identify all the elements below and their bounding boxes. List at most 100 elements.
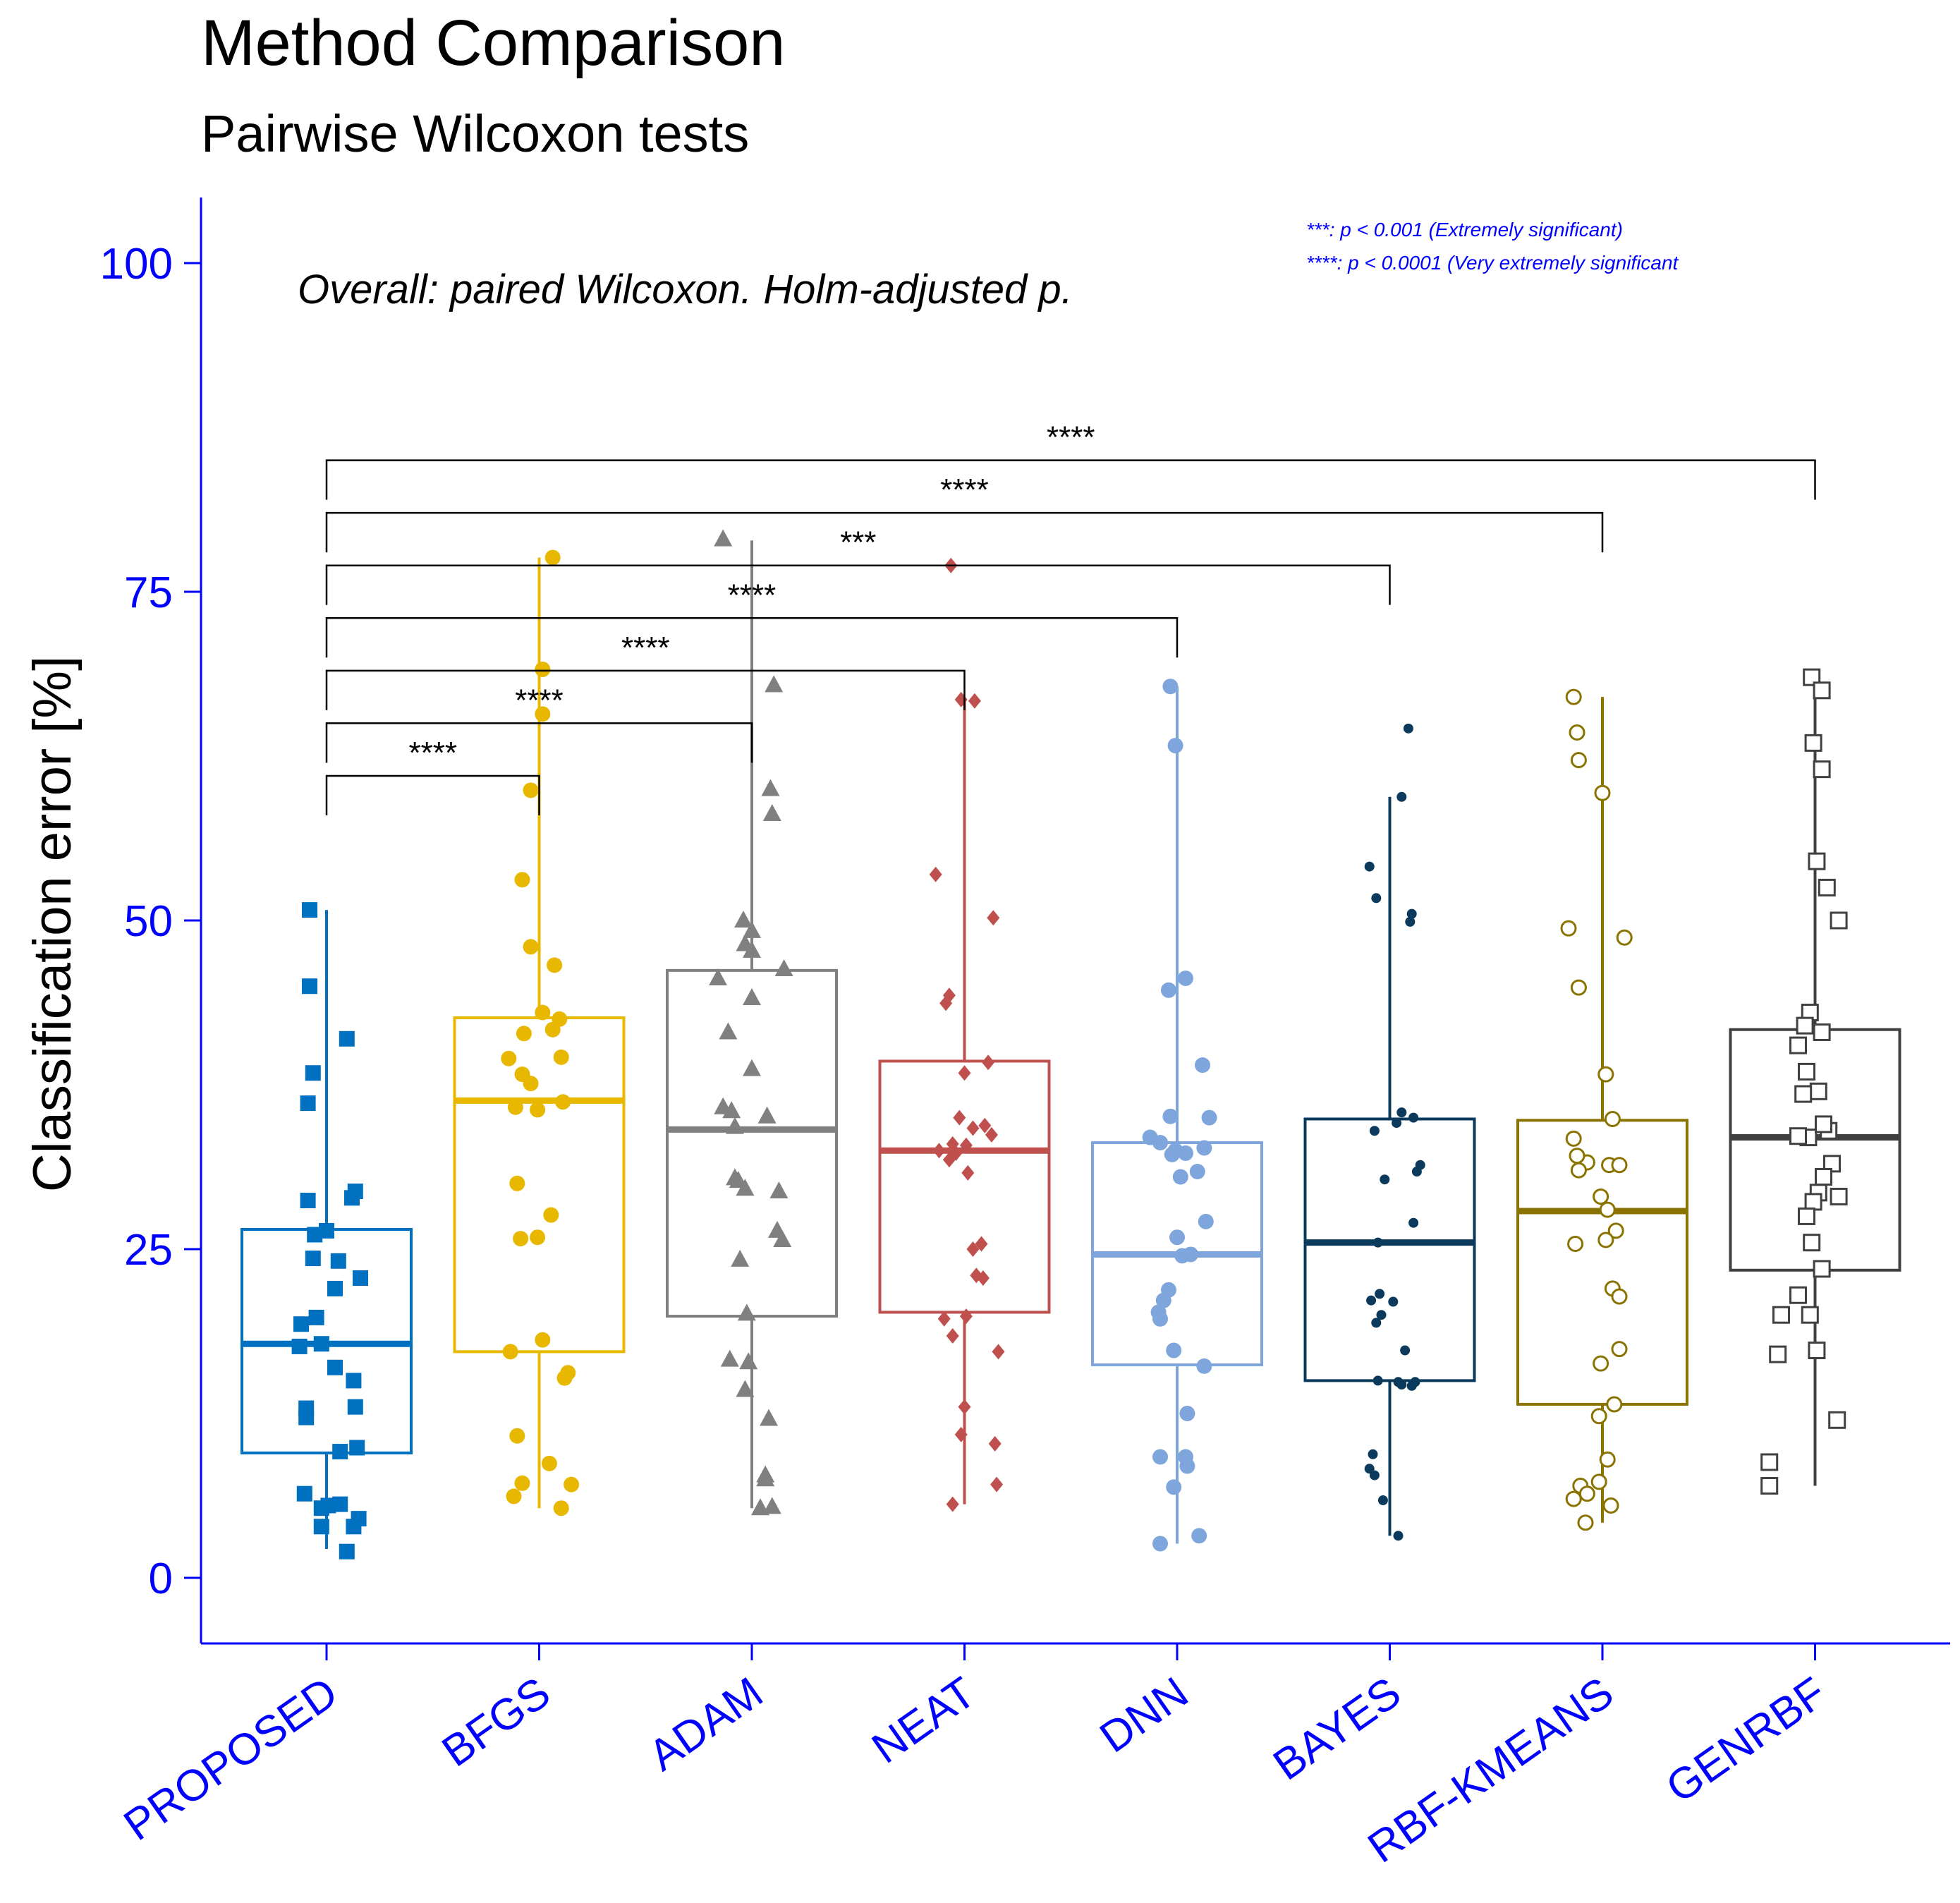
x-tick-label: NEAT: [863, 1668, 984, 1773]
data-point: [1376, 1310, 1387, 1320]
data-point: [1196, 1140, 1212, 1156]
data-point: [1611, 1288, 1628, 1305]
y-tick-label: 25: [124, 1226, 173, 1275]
data-point: [1178, 971, 1193, 987]
data-point: [1201, 1109, 1217, 1126]
data-point: [1611, 1341, 1628, 1358]
data-point: [530, 1229, 546, 1246]
data-point: [958, 1399, 971, 1415]
data-point: [319, 1222, 334, 1239]
data-point: [1408, 1112, 1419, 1123]
data-point: [523, 782, 539, 798]
data-point: [291, 1338, 308, 1354]
data-point: [1808, 1342, 1826, 1360]
data-point: [1152, 1135, 1168, 1151]
data-point: [1369, 1126, 1380, 1136]
data-point: [743, 940, 761, 958]
y-tick-label: 0: [149, 1555, 173, 1603]
data-point: [523, 939, 539, 955]
data-point: [1594, 784, 1611, 801]
data-point: [544, 549, 561, 566]
data-point: [353, 1270, 368, 1287]
data-point: [942, 1152, 956, 1168]
box-iqr: [878, 1059, 1051, 1314]
data-point: [535, 1004, 551, 1021]
box-iqr: [666, 968, 838, 1318]
data-point: [1599, 1201, 1616, 1218]
data-point: [507, 1099, 523, 1115]
data-point: [762, 1497, 781, 1514]
data-point: [1371, 1318, 1382, 1328]
data-point: [990, 1476, 1004, 1492]
data-point: [737, 1303, 756, 1321]
data-point: [1599, 1451, 1616, 1468]
data-point: [327, 1359, 343, 1375]
data-point: [1560, 920, 1577, 937]
data-point: [1803, 668, 1821, 686]
data-point: [726, 1117, 744, 1134]
data-point: [985, 1126, 998, 1143]
data-point: [756, 1469, 775, 1487]
data-point: [939, 995, 953, 1011]
data-point: [1565, 1130, 1582, 1147]
data-point: [1164, 1146, 1180, 1162]
data-point: [347, 1399, 363, 1415]
data-point: [1813, 681, 1831, 700]
data-point: [305, 1251, 321, 1267]
data-point: [1578, 1485, 1595, 1502]
data-point: [743, 987, 761, 1005]
data-point: [339, 1543, 355, 1560]
data-point: [966, 1241, 980, 1257]
data-point: [1813, 1023, 1831, 1041]
data-point: [332, 1496, 348, 1512]
data-point: [1375, 1289, 1385, 1299]
data-point: [296, 1485, 312, 1502]
data-point: [1798, 1207, 1815, 1225]
data-point: [1189, 1164, 1205, 1180]
data-point: [720, 1349, 739, 1367]
data-point: [1406, 1380, 1417, 1391]
data-point: [1191, 1528, 1207, 1544]
data-point: [1368, 1449, 1378, 1459]
data-point: [535, 661, 551, 677]
data-point: [308, 1309, 324, 1325]
data-point: [307, 1227, 323, 1243]
data-point: [513, 1231, 529, 1247]
data-point: [953, 1109, 966, 1126]
data-point: [966, 1120, 980, 1136]
y-tick-label: 50: [124, 897, 173, 946]
data-point: [1406, 908, 1417, 919]
data-point: [1789, 1036, 1807, 1054]
data-point: [1392, 1118, 1402, 1129]
data-point: [975, 1236, 988, 1252]
data-point: [1804, 1193, 1822, 1211]
data-point: [1408, 1217, 1419, 1228]
data-point: [1178, 1145, 1193, 1161]
data-point: [1152, 1449, 1168, 1465]
data-point: [313, 1500, 329, 1516]
data-point: [313, 1336, 329, 1352]
data-point: [516, 1026, 532, 1042]
data-point: [1366, 1295, 1377, 1306]
data-point: [1794, 1085, 1813, 1103]
data-point: [1769, 1345, 1787, 1363]
data-point: [932, 1143, 946, 1159]
y-axis-label: Classification error [%]: [23, 656, 83, 1192]
bracket-line: [325, 774, 540, 815]
data-point: [1371, 893, 1382, 904]
data-point: [523, 1076, 539, 1092]
data-point: [509, 1175, 525, 1191]
data-point: [1569, 1148, 1585, 1165]
bracket-line: [325, 669, 966, 710]
data-point: [1403, 723, 1413, 734]
bracket-line: [325, 511, 1604, 553]
data-point: [937, 1311, 951, 1327]
data-point: [929, 866, 942, 882]
data-point: [1179, 1406, 1195, 1421]
data-point: [765, 675, 784, 693]
box-rbf-kmeans: [1516, 697, 1688, 1523]
data-point: [1577, 1514, 1594, 1531]
data-point: [959, 1137, 973, 1153]
data-point: [1570, 752, 1587, 769]
